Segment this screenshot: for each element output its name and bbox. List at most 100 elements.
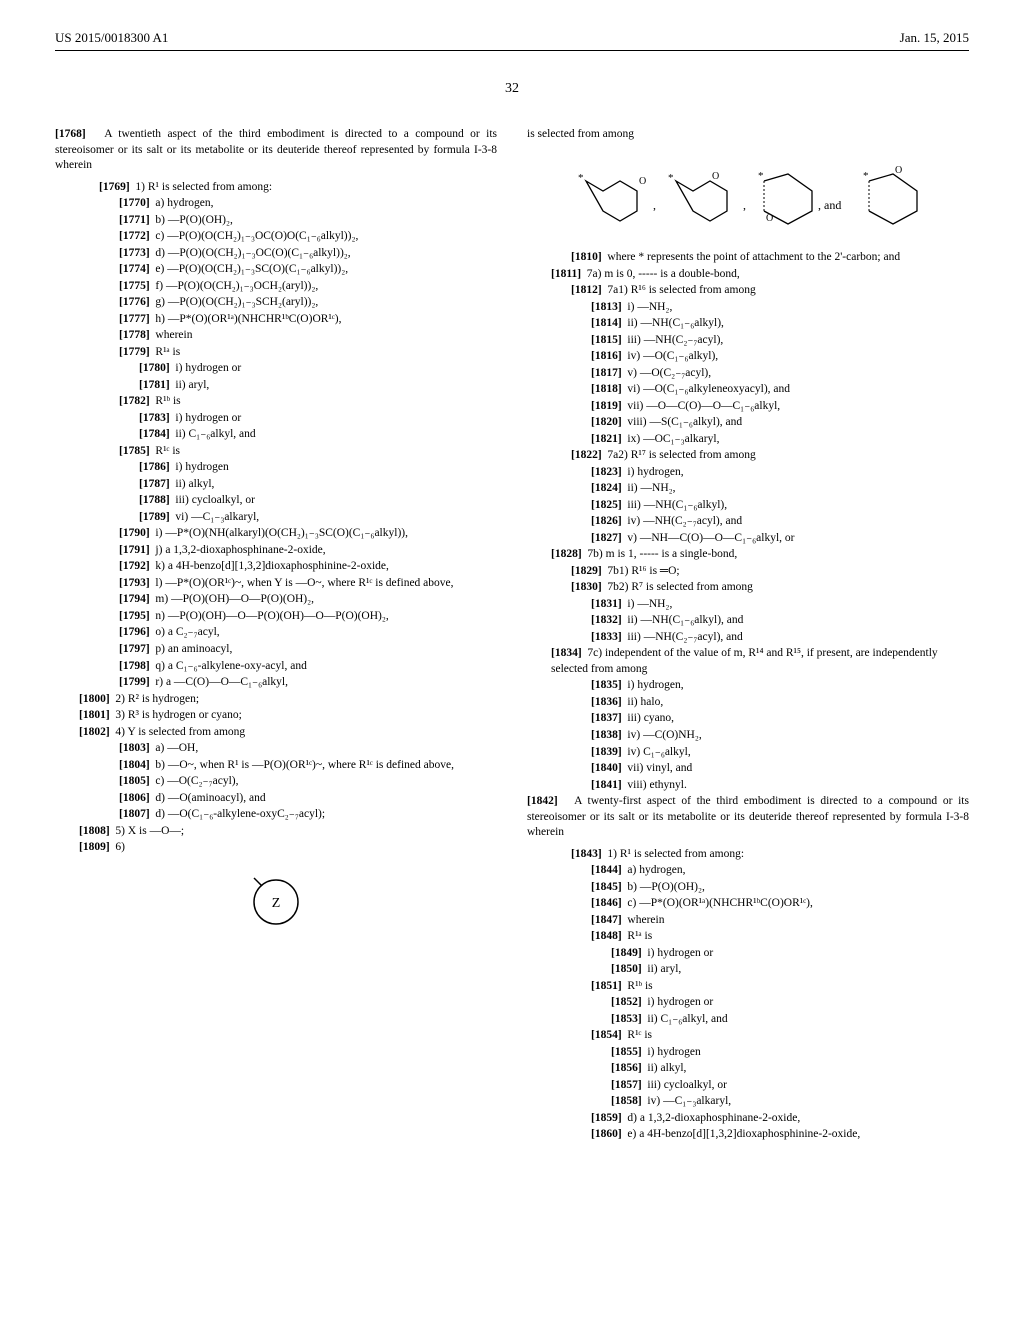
list-item: [1831] i) —NH₂, [527, 597, 969, 613]
list-item: [1791] j) a 1,3,2-dioxaphosphinane-2-oxi… [55, 543, 497, 559]
list-item: [1796] o) a C₂₋₇acyl, [55, 625, 497, 641]
list-item: [1818] vi) —O(C₁₋₆alkyleneoxyacyl), and [527, 382, 969, 398]
list-item: [1828] 7b) m is 1, ----- is a single-bon… [527, 547, 969, 563]
list-item: [1825] iii) —NH(C₁₋₆alkyl), [527, 498, 969, 514]
list-item: [1816] iv) —O(C₁₋₆alkyl), [527, 349, 969, 365]
list-item: [1776] g) —P(O)(O(CH₂)₁₋₃SCH₂(aryl))₂, [55, 295, 497, 311]
list-item: [1775] f) —P(O)(O(CH₂)₁₋₃OCH₂(aryl))₂, [55, 279, 497, 295]
list-item: [1837] iii) cyano, [527, 711, 969, 727]
list-item: [1830] 7b2) R⁷ is selected from among [527, 580, 969, 596]
intro-text: is selected from among [527, 127, 969, 143]
list-item: [1819] vii) —O—C(O)—O—C₁₋₆alkyl, [527, 399, 969, 415]
publication-number: US 2015/0018300 A1 [55, 30, 168, 46]
list-item: [1803] a) —OH, [55, 741, 497, 757]
list-item: [1770] a) hydrogen, [55, 196, 497, 212]
list-item: [1857] iii) cycloalkyl, or [527, 1078, 969, 1094]
list-item: [1838] iv) —C(O)NH₂, [527, 728, 969, 744]
list-item: [1859] d) a 1,3,2-dioxaphosphinane-2-oxi… [527, 1111, 969, 1127]
list-item: [1780] i) hydrogen or [55, 361, 497, 377]
list-item: [1769] 1) R¹ is selected from among: [55, 180, 497, 196]
list-item: [1795] n) —P(O)(OH)—O—P(O)(OH)—O—P(O)(OH… [55, 609, 497, 625]
svg-text:O: O [712, 171, 719, 182]
svg-text:O: O [639, 176, 646, 187]
list-item: [1799] r) a —C(O)—O—C₁₋₆alkyl, [55, 675, 497, 691]
list-item: [1789] vi) —C₁₋₃alkaryl, [55, 510, 497, 526]
list-item: [1851] R¹ᵇ is [527, 979, 969, 995]
list-item: [1807] d) —O(C₁₋₆-alkylene-oxyC₂₋₇acyl); [55, 807, 497, 823]
list-item: [1788] iii) cycloalkyl, or [55, 493, 497, 509]
list-item: [1804] b) —O~, when R¹ is —P(O)(OR¹ᶜ)~, … [55, 758, 497, 774]
page-number: 32 [55, 81, 969, 97]
list-item: [1820] viii) —S(C₁₋₆alkyl), and [527, 415, 969, 431]
list-item: [1781] ii) aryl, [55, 378, 497, 394]
list-item: [1853] ii) C₁₋₆alkyl, and [527, 1012, 969, 1028]
list-item: [1811] 7a) m is 0, ----- is a double-bon… [527, 267, 969, 283]
right-column: is selected from among * O , * O , [527, 127, 969, 1144]
list-item: [1783] i) hydrogen or [55, 411, 497, 427]
list-item: [1813] i) —NH₂, [527, 300, 969, 316]
list-item: [1800] 2) R² is hydrogen; [55, 692, 497, 708]
list-item: [1772] c) —P(O)(O(CH₂)₁₋₃OC(O)O(C₁₋₆alky… [55, 229, 497, 245]
svg-text:*: * [758, 170, 764, 182]
list-item: [1798] q) a C₁₋₆-alkylene-oxy-acyl, and [55, 659, 497, 675]
list-item: [1855] i) hydrogen [527, 1045, 969, 1061]
list-item: [1794] m) —P(O)(OH)—O—P(O)(OH)₂, [55, 592, 497, 608]
list-item: [1848] R¹ᵃ is [527, 929, 969, 945]
publication-date: Jan. 15, 2015 [900, 30, 969, 46]
list-item: [1774] e) —P(O)(O(CH₂)₁₋₃SC(O)(C₁₋₆alkyl… [55, 262, 497, 278]
list-item: [1822] 7a2) R¹⁷ is selected from among [527, 448, 969, 464]
list-item: [1852] i) hydrogen or [527, 995, 969, 1011]
list-item: [1812] 7a1) R¹⁶ is selected from among [527, 283, 969, 299]
list-item: [1823] i) hydrogen, [527, 465, 969, 481]
list-item: [1778] wherein [55, 328, 497, 344]
list-item: [1817] v) —O(C₂₋₇acyl), [527, 366, 969, 382]
list-item: [1846] c) —P*(O)(OR¹ᵃ)(NHCHR¹ᵇC(O)OR¹ᶜ), [527, 896, 969, 912]
list-item: [1810] where * represents the point of a… [527, 250, 969, 266]
list-item: [1793] l) —P*(O)(OR¹ᶜ)~, when Y is —O~, … [55, 576, 497, 592]
list-item: [1858] iv) —C₁₋₃alkaryl, [527, 1094, 969, 1110]
list-item: [1834] 7c) independent of the value of m… [527, 646, 969, 677]
list-item: [1806] d) —O(aminoacyl), and [55, 791, 497, 807]
list-item: [1814] ii) —NH(C₁₋₆alkyl), [527, 316, 969, 332]
list-item: [1854] R¹ᶜ is [527, 1028, 969, 1044]
svg-text:,: , [743, 198, 746, 212]
list-item: [1833] iii) —NH(C₂₋₇acyl), and [527, 630, 969, 646]
svg-text:Z: Z [272, 896, 281, 911]
list-item: [1849] i) hydrogen or [527, 946, 969, 962]
list-item: [1792] k) a 4H-benzo[d][1,3,2]dioxaphosp… [55, 559, 497, 575]
list-item: [1827] v) —NH—C(O)—O—C₁₋₆alkyl, or [527, 531, 969, 547]
svg-text:,: , [653, 198, 656, 212]
para-num: [1768] [55, 128, 86, 140]
list-item: [1801] 3) R³ is hydrogen or cyano; [55, 708, 497, 724]
list-item: [1782] R¹ᵇ is [55, 394, 497, 410]
list-item: [1779] R¹ᵃ is [55, 345, 497, 361]
svg-text:O: O [895, 165, 902, 176]
svg-text:O: O [766, 213, 773, 224]
list-item: [1809] 6) [55, 840, 497, 856]
list-item: [1840] vii) vinyl, and [527, 761, 969, 777]
list-item: [1808] 5) X is —O—; [55, 824, 497, 840]
list-item: [1832] ii) —NH(C₁₋₆alkyl), and [527, 613, 969, 629]
left-column: [1768] A twentieth aspect of the third e… [55, 127, 497, 1144]
list-item: [1829] 7b1) R¹⁶ is ═O; [527, 564, 969, 580]
svg-text:*: * [578, 172, 584, 184]
list-item: [1805] c) —O(C₂₋₇acyl), [55, 774, 497, 790]
svg-text:*: * [863, 170, 869, 182]
list-item: [1835] i) hydrogen, [527, 678, 969, 694]
list-item: [1790] i) —P*(O)(NH(alkaryl)(O(CH₂)₁₋₃SC… [55, 526, 497, 542]
paragraph-1842: [1842] A twenty-first aspect of the thir… [527, 794, 969, 841]
header-rule [55, 50, 969, 51]
list-item: [1786] i) hydrogen [55, 460, 497, 476]
list-item: [1836] ii) halo, [527, 695, 969, 711]
list-item: [1771] b) —P(O)(OH)₂, [55, 213, 497, 229]
list-item: [1847] wherein [527, 913, 969, 929]
svg-text:*: * [668, 172, 674, 184]
list-item: [1839] iv) C₁₋₆alkyl, [527, 745, 969, 761]
para-text: A twentieth aspect of the third embodime… [55, 128, 497, 171]
chemical-structure-z-ring: Z [55, 872, 497, 938]
page-header: US 2015/0018300 A1 Jan. 15, 2015 [55, 30, 969, 46]
list-item: [1843] 1) R¹ is selected from among: [527, 847, 969, 863]
list-item: [1860] e) a 4H-benzo[d][1,3,2]dioxaphosp… [527, 1127, 969, 1143]
list-item: [1845] b) —P(O)(OH)₂, [527, 880, 969, 896]
list-item: [1777] h) —P*(O)(OR¹ᵃ)(NHCHR¹ᵇC(O)OR¹ᶜ), [55, 312, 497, 328]
